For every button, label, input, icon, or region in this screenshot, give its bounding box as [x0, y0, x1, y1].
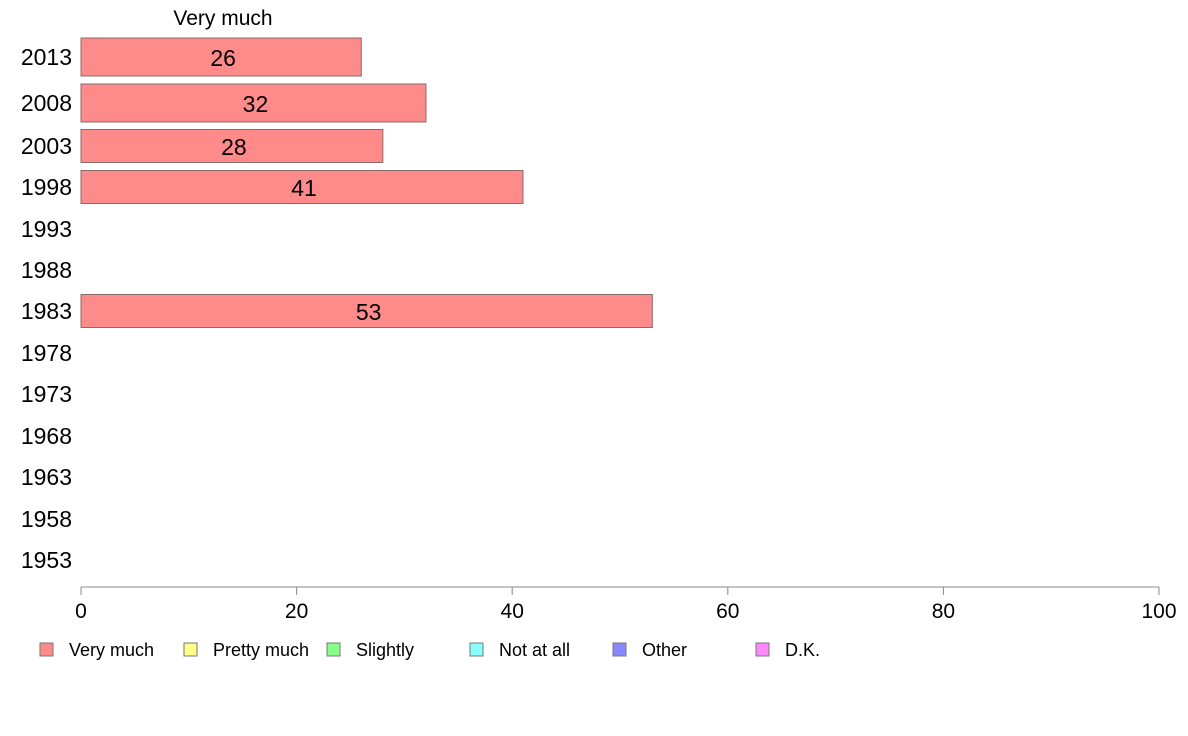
legend-swatch-slightly — [326, 642, 341, 657]
category-label-2008: 2008 — [21, 90, 72, 116]
legend-swatch-very-much — [39, 642, 54, 657]
data-label-2013: 26 — [210, 45, 236, 71]
x-tick-label-40: 40 — [501, 600, 524, 623]
category-label-2003: 2003 — [21, 133, 72, 159]
category-label-1978: 1978 — [21, 340, 72, 366]
legend-label-very-much: Very much — [69, 640, 154, 660]
x-tick-label-60: 60 — [716, 600, 739, 623]
category-label-1953: 1953 — [21, 547, 72, 573]
category-label-1983: 1983 — [21, 298, 72, 324]
legend-label-not-at-all: Not at all — [499, 640, 570, 660]
x-tick-label-100: 100 — [1141, 600, 1176, 623]
x-axis: 0 20 40 60 80 100 — [75, 586, 1177, 623]
category-label-2013: 2013 — [21, 44, 72, 70]
data-label-2008: 32 — [243, 91, 269, 117]
category-label-1968: 1968 — [21, 423, 72, 449]
category-label-1988: 1988 — [21, 257, 72, 283]
legend-label-other: Other — [642, 640, 687, 660]
data-label-1983: 53 — [356, 299, 382, 325]
legend-swatch-pretty-much — [183, 642, 198, 657]
bars-group: 26 32 28 41 53 — [80, 37, 653, 328]
legend-swatch-d-k — [755, 642, 770, 657]
category-label-1963: 1963 — [21, 464, 72, 490]
category-label-1993: 1993 — [21, 216, 72, 242]
legend-label-d-k: D.K. — [785, 640, 820, 660]
y-axis-labels: 2013 2008 2003 1998 1993 1988 1983 1978 1973 1968… — [21, 44, 72, 573]
x-tick-label-0: 0 — [75, 600, 87, 623]
category-label-1958: 1958 — [21, 506, 72, 532]
legend-label-slightly: Slightly — [356, 640, 414, 660]
x-tick-label-80: 80 — [932, 600, 955, 623]
bar-1998 — [80, 170, 524, 204]
bar-1983 — [80, 294, 653, 328]
data-label-1998: 41 — [291, 175, 317, 201]
bar-2003 — [80, 129, 384, 163]
legend-label-pretty-much: Pretty much — [213, 640, 309, 660]
bar-2013 — [80, 37, 362, 77]
chart-title: Very much — [173, 7, 272, 30]
legend-swatch-other — [612, 642, 627, 657]
category-label-1973: 1973 — [21, 381, 72, 407]
x-tick-label-20: 20 — [285, 600, 308, 623]
bar-2008 — [80, 83, 427, 123]
data-label-2003: 28 — [221, 134, 247, 160]
legend-swatch-not-at-all — [469, 642, 484, 657]
legend: Very much Pretty much Slightly Not at all Ot… — [39, 640, 820, 660]
category-label-1998: 1998 — [21, 174, 72, 200]
